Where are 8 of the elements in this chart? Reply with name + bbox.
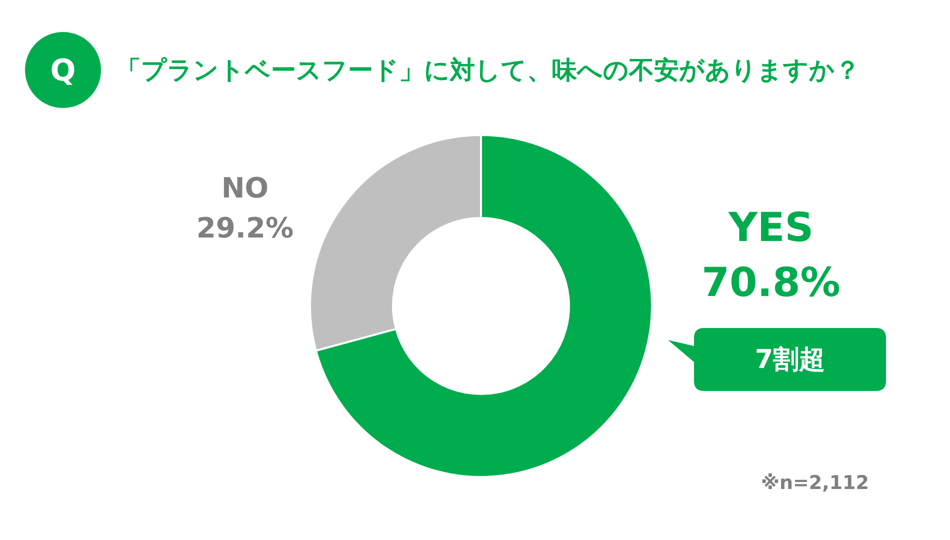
data-label: 29.2%: [196, 212, 294, 244]
text: Q: [50, 54, 76, 88]
slice-label: NO: [221, 172, 269, 204]
text: ※n=2,112: [760, 472, 870, 494]
data-label: 70.8%: [702, 260, 840, 306]
text: 7割超: [754, 345, 826, 375]
slice-label: YES: [727, 205, 814, 251]
chart-title: 「プラントベースフード」に対して、味への不安がありますか？: [116, 56, 860, 84]
